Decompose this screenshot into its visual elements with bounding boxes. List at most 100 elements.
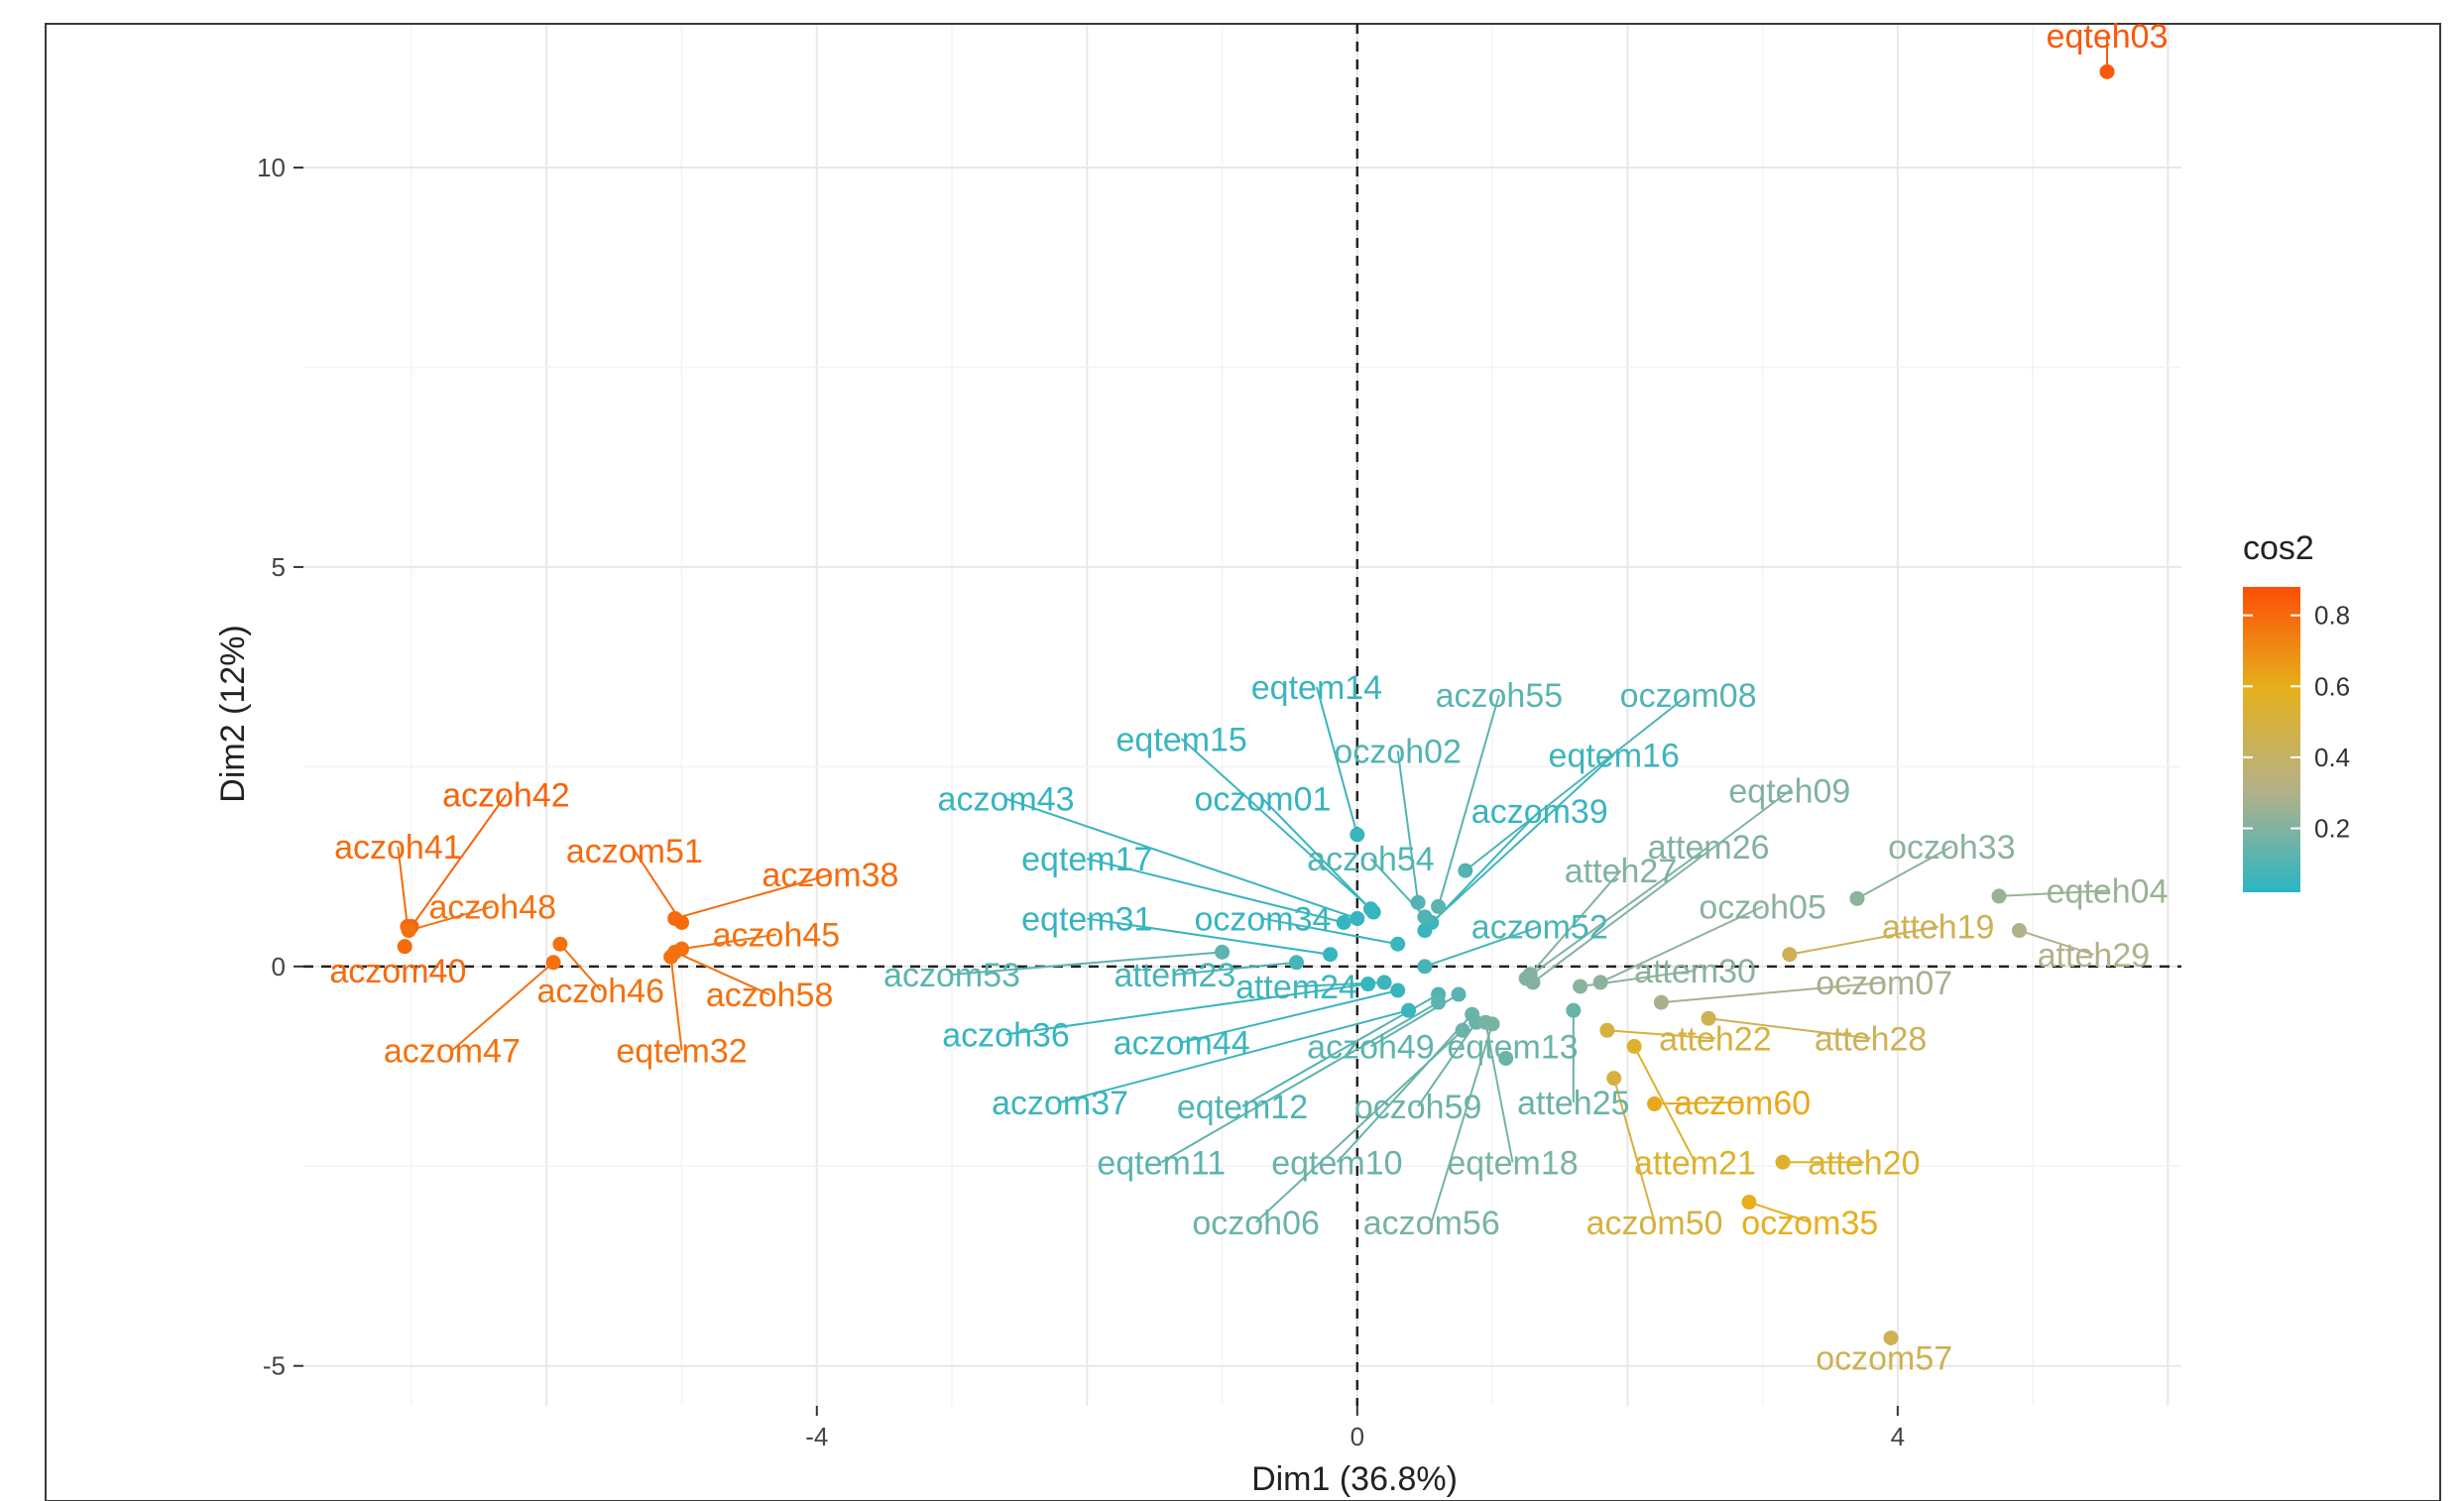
legend: cos2 0.2 0.4 0.6 0.8	[2243, 529, 2350, 892]
point-label: eqtem32	[616, 1033, 747, 1071]
data-point	[1883, 1330, 1899, 1346]
y-axis-title: Dim2 (12%)	[214, 625, 252, 802]
data-point	[1365, 904, 1381, 920]
point-label: atteh28	[1815, 1020, 1927, 1058]
data-point	[1390, 982, 1406, 998]
legend-tick-label: 0.4	[2314, 743, 2350, 772]
point-label: aczoh58	[706, 977, 834, 1014]
label-connector	[1430, 1023, 1494, 1223]
point-label: oczoh33	[1888, 829, 2016, 866]
point-label: atteh19	[1882, 909, 1994, 947]
point-label: aczoh46	[536, 973, 664, 1010]
point-label: aczom38	[762, 857, 898, 894]
point-label: aczom53	[883, 957, 1020, 994]
point-label: eqtem13	[1447, 1028, 1578, 1066]
data-point	[667, 910, 683, 926]
point-label: eqteh09	[1728, 773, 1850, 811]
legend-tick-label: 0.2	[2314, 814, 2350, 844]
point-label: aczom43	[938, 781, 1075, 819]
data-point	[1653, 994, 1669, 1010]
data-point	[1782, 947, 1798, 963]
point-label: oczoh05	[1699, 888, 1826, 926]
label-connector	[1261, 797, 1374, 913]
label-connector	[1336, 1013, 1473, 1163]
label-connector	[1174, 961, 1297, 976]
label-connector	[397, 846, 409, 927]
data-point	[1323, 947, 1339, 963]
point-label: aczoh49	[1307, 1028, 1435, 1066]
data-point	[1417, 923, 1433, 939]
label-connector	[1748, 1201, 1811, 1223]
data-point	[1349, 910, 1365, 926]
data-point	[1417, 959, 1433, 975]
data-point	[1498, 1050, 1514, 1066]
label-connector	[1437, 694, 1500, 907]
label-connector	[451, 962, 554, 1052]
data-point	[1215, 944, 1231, 960]
label-connector	[559, 943, 602, 991]
data-point	[1417, 909, 1433, 925]
point-label: aczom60	[1674, 1085, 1811, 1122]
label-connector	[1654, 1100, 1743, 1105]
data-point	[1431, 994, 1447, 1010]
label-connector	[1612, 1078, 1656, 1223]
data-point	[1458, 863, 1473, 878]
point-label: attem23	[1114, 957, 1235, 994]
data-point	[1599, 1022, 1615, 1038]
data-point	[2099, 63, 2115, 79]
data-point	[552, 936, 568, 952]
label-connector	[1262, 917, 1398, 946]
reference-lines	[303, 24, 2181, 1406]
data-point	[1775, 1154, 1791, 1170]
point-label: oczoh06	[1192, 1205, 1320, 1242]
point-label: eqtem11	[1097, 1144, 1226, 1182]
point-label: oczom07	[1816, 965, 1952, 1002]
label-connector	[1707, 1017, 1871, 1040]
data-point	[1991, 888, 2007, 904]
label-connector	[1087, 858, 1345, 924]
data-point	[1455, 1022, 1470, 1038]
point-label: oczoh02	[1334, 733, 1462, 770]
point-label: eqtem12	[1177, 1089, 1308, 1126]
legend-color-bar	[2243, 587, 2300, 892]
grid-lines	[303, 24, 2181, 1406]
data-point	[1573, 979, 1588, 994]
label-connector	[1661, 981, 1885, 1004]
label-connector	[669, 957, 683, 1051]
data-point	[663, 949, 679, 965]
data-point	[2011, 923, 2027, 939]
data-point	[1741, 1195, 1757, 1211]
data-point	[1390, 936, 1406, 952]
data-point	[1592, 975, 1608, 990]
data-point	[1451, 986, 1467, 1002]
data-point	[401, 923, 416, 939]
point-label: eqtem17	[1021, 841, 1152, 878]
point-label: aczoh36	[942, 1016, 1070, 1054]
label-connector	[674, 951, 770, 996]
legend-tick-label: 0.6	[2314, 671, 2350, 701]
label-connector	[1424, 925, 1541, 968]
label-connector	[1484, 1022, 1514, 1163]
label-connector	[1005, 982, 1368, 1036]
point-label: oczom34	[1194, 901, 1331, 939]
label-connector	[1633, 1045, 1697, 1163]
label-connector	[409, 905, 494, 932]
point-label: aczoh48	[428, 888, 556, 926]
label-connector	[411, 794, 508, 928]
point-label: aczom56	[1363, 1205, 1500, 1242]
point-label: eqtem10	[1271, 1144, 1402, 1182]
point-label: attem30	[1634, 953, 1756, 990]
data-point	[1606, 1071, 1622, 1087]
label-connector	[681, 933, 777, 951]
label-connector	[1789, 925, 1938, 956]
point-label: eqteh03	[2047, 18, 2169, 56]
point-label: aczom44	[1114, 1024, 1250, 1062]
label-connector	[633, 850, 683, 924]
point-label: atteh29	[2038, 937, 2150, 975]
label-connector	[1525, 846, 1709, 980]
label-connector	[674, 873, 831, 920]
point-label: aczom50	[1586, 1205, 1723, 1242]
label-connector	[1396, 750, 1420, 903]
